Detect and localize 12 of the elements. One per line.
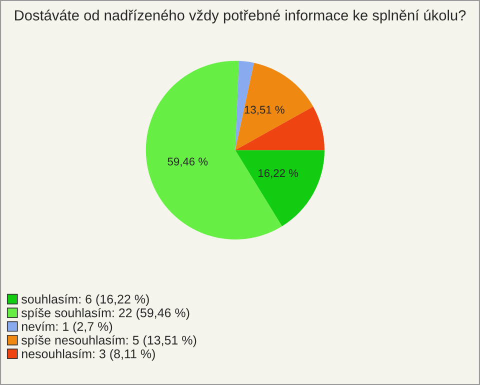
chart-title: Dostáváte od nadřízeného vždy potřebné informace ke splnění úkolu? <box>15 10 466 24</box>
data-label: 16,22 % <box>258 169 298 178</box>
legend-label: spíše nesouhlasím: 5 (13,51 %) <box>22 335 196 348</box>
pie-slice <box>235 106 325 150</box>
legend-label: nevím: 1 (2,7 %) <box>22 322 112 334</box>
legend-label: spíše souhlasím: 22 (59,46 %) <box>22 308 190 320</box>
data-label: 59,46 % <box>168 158 208 167</box>
data-label: 13,51 % <box>244 106 284 115</box>
legend-label: nesouhlasím: 3 (8,11 %) <box>22 348 155 361</box>
legend-label: souhlasím: 6 (16,22 %) <box>22 294 149 306</box>
pie-slice <box>235 150 325 226</box>
pie-slice <box>235 62 314 150</box>
